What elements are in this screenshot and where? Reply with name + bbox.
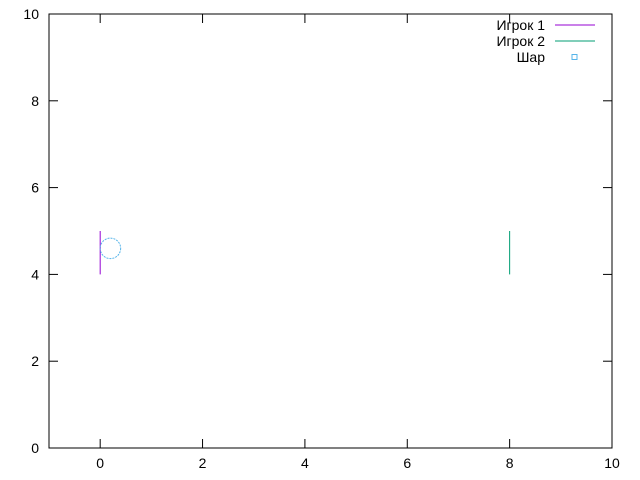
- x-tick-label: 10: [604, 455, 620, 471]
- legend-label-1: Игрок 1: [496, 17, 545, 33]
- x-tick-label: 6: [403, 455, 411, 471]
- plot-frame: [48, 13, 613, 449]
- y-tick-label: 8: [31, 93, 39, 109]
- y-tick-label: 10: [23, 6, 39, 22]
- ball-marker: [99, 237, 122, 260]
- x-tick-label: 8: [506, 455, 514, 471]
- y-tick-label: 4: [31, 266, 39, 282]
- legend-label-3: Шар: [517, 49, 546, 65]
- y-tick-label: 2: [31, 353, 39, 369]
- x-tick-label: 4: [301, 455, 309, 471]
- y-tick-label: 0: [31, 440, 39, 456]
- legend-swatch-3: [571, 54, 578, 60]
- x-tick-label: 0: [96, 455, 104, 471]
- x-tick-label: 2: [199, 455, 207, 471]
- y-tick-label: 6: [31, 180, 39, 196]
- legend-label-2: Игрок 2: [496, 33, 545, 49]
